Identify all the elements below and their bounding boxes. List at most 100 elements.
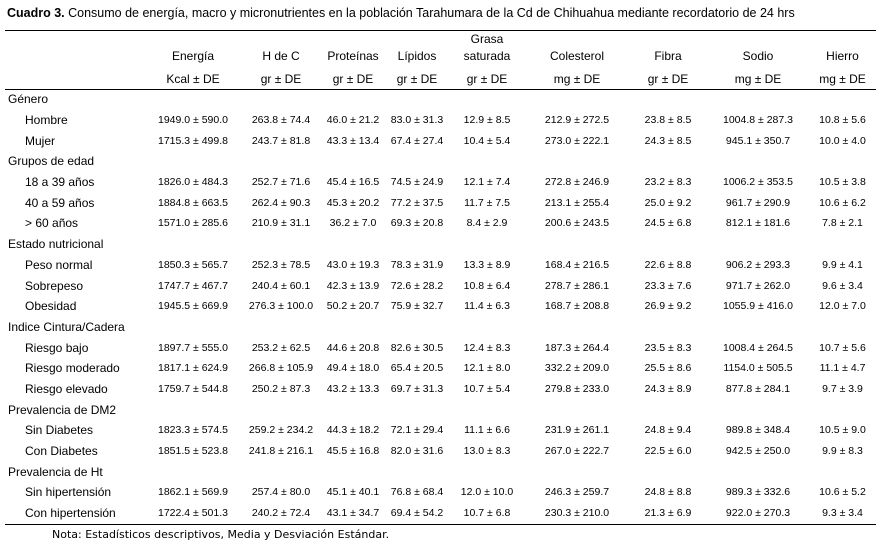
table-cell: 12.0 ± 7.0 bbox=[819, 300, 866, 313]
table-cell: 1747.7 ± 467.7 bbox=[158, 279, 228, 292]
table-cell: 69.3 ± 20.8 bbox=[390, 217, 444, 230]
table-row: 18 a 39 años 1826.0 ± 484.3 252.7 ± 71.6 45… bbox=[5, 172, 876, 193]
row-label: Riesgo moderado bbox=[25, 361, 120, 376]
table-cell: 23.2 ± 8.3 bbox=[644, 176, 692, 189]
table-cell: 273.0 ± 222.1 bbox=[544, 134, 610, 147]
header-col-unit: Kcal ± DE bbox=[166, 72, 220, 86]
table-cell: 46.0 ± 21.2 bbox=[326, 114, 380, 127]
table-cell: 10.6 ± 6.2 bbox=[819, 196, 866, 209]
table-cell: 240.2 ± 72.4 bbox=[251, 507, 311, 520]
table-cell: 252.3 ± 78.5 bbox=[251, 258, 311, 271]
header-col-name: Fibra bbox=[654, 49, 682, 63]
table-cell: 10.8 ± 5.6 bbox=[819, 114, 866, 127]
table-cell: 77.2 ± 37.5 bbox=[390, 196, 444, 209]
table-cell: 210.9 ± 31.1 bbox=[251, 217, 311, 230]
table-cell: 11.7 ± 7.5 bbox=[464, 196, 510, 209]
table-cell: 67.4 ± 27.4 bbox=[390, 134, 444, 147]
table-row: Hombre 1949.0 ± 590.0 263.8 ± 74.4 46.0 ± 2… bbox=[5, 110, 876, 131]
table-cell: 250.2 ± 87.3 bbox=[251, 382, 311, 395]
header-col-unit: gr ± DE bbox=[647, 72, 689, 86]
row-label: Mujer bbox=[25, 133, 56, 148]
table-cell: 9.6 ± 3.4 bbox=[822, 279, 863, 292]
table-caption: Cuadro 3. Consumo de energía, macro y mi… bbox=[7, 6, 795, 20]
header-col-unit: gr ± DE bbox=[396, 72, 438, 86]
table-cell: 1862.1 ± 569.9 bbox=[158, 486, 228, 499]
table-cell: 1884.8 ± 663.5 bbox=[158, 196, 228, 209]
table-cell: 12.0 ± 10.0 bbox=[460, 486, 514, 499]
table-row: Obesidad 1945.5 ± 669.9 276.3 ± 100.0 50.2 … bbox=[5, 296, 876, 317]
table-cell: 10.5 ± 3.8 bbox=[819, 176, 866, 189]
table-cell: 42.3 ± 13.9 bbox=[326, 279, 380, 292]
row-label: Riesgo bajo bbox=[25, 340, 89, 355]
bottom-rule bbox=[5, 524, 876, 525]
table-cell: 1851.5 ± 523.8 bbox=[158, 445, 228, 458]
header-col-name: Proteínas bbox=[327, 49, 379, 63]
header-rule bbox=[5, 89, 876, 90]
table-cell: 262.4 ± 90.3 bbox=[251, 196, 311, 209]
table-cell: 23.8 ± 8.5 bbox=[644, 114, 692, 127]
table-cell: 241.8 ± 216.1 bbox=[248, 445, 314, 458]
table-cell: 22.5 ± 6.0 bbox=[644, 445, 692, 458]
table-cell: 187.3 ± 264.4 bbox=[544, 341, 610, 354]
table-cell: 11.1 ± 4.7 bbox=[819, 362, 866, 375]
table-row: Sin Diabetes 1823.3 ± 574.5 259.2 ± 234.2 4… bbox=[5, 420, 876, 441]
table-cell: 82.6 ± 30.5 bbox=[390, 341, 444, 354]
table-cell: 43.3 ± 13.4 bbox=[326, 134, 380, 147]
table-row: 40 a 59 años 1884.8 ± 663.5 262.4 ± 90.3 45… bbox=[5, 192, 876, 213]
header-col-name: Energía bbox=[171, 49, 215, 63]
table-cell: 12.4 ± 8.3 bbox=[463, 341, 511, 354]
table-cell: 278.7 ± 286.1 bbox=[544, 279, 610, 292]
table-cell: 10.8 ± 6.4 bbox=[463, 279, 511, 292]
row-label: Sobrepeso bbox=[25, 278, 84, 293]
row-label: Obesidad bbox=[25, 299, 77, 314]
table-cell: 43.2 ± 13.3 bbox=[326, 382, 380, 395]
table-cell: 25.0 ± 9.2 bbox=[644, 196, 692, 209]
table-row: Riesgo bajo 1897.7 ± 555.0 253.2 ± 62.5 44.… bbox=[5, 337, 876, 358]
table-cell: 10.6 ± 5.2 bbox=[819, 486, 866, 499]
table-cell: 257.4 ± 80.0 bbox=[251, 486, 311, 499]
table-cell: 240.4 ± 60.1 bbox=[251, 279, 311, 292]
table-row: Riesgo moderado 1817.1 ± 624.9 266.8 ± 105… bbox=[5, 358, 876, 379]
header-col-name: Hierro bbox=[826, 49, 859, 63]
table-cell: 45.5 ± 16.8 bbox=[326, 445, 380, 458]
table-cell: 266.8 ± 105.9 bbox=[248, 362, 314, 375]
table-cell: 267.0 ± 222.7 bbox=[544, 445, 610, 458]
table-cell: 23.3 ± 7.6 bbox=[644, 279, 692, 292]
table-cell: 78.3 ± 31.9 bbox=[390, 258, 444, 271]
table-cell: 10.4 ± 5.4 bbox=[463, 134, 511, 147]
header-col-unit: gr ± DE bbox=[466, 72, 508, 86]
table-cell: 72.6 ± 28.2 bbox=[390, 279, 444, 292]
table-row: > 60 años 1571.0 ± 285.6 210.9 ± 31.1 36.2 … bbox=[5, 213, 876, 234]
table-cell: 13.0 ± 8.3 bbox=[463, 445, 511, 458]
group-heading: Género bbox=[8, 92, 49, 107]
table-cell: 13.3 ± 8.9 bbox=[463, 258, 511, 271]
table-cell: 1850.3 ± 565.7 bbox=[158, 258, 228, 271]
table-cell: 10.7 ± 6.8 bbox=[463, 507, 511, 520]
table-cell: 10.7 ± 5.6 bbox=[819, 341, 866, 354]
table-cell: 25.5 ± 8.6 bbox=[644, 362, 692, 375]
table-cell: 906.2 ± 293.3 bbox=[725, 258, 791, 271]
table-cell: 1759.7 ± 544.8 bbox=[158, 382, 228, 395]
table-cell: 8.4 ± 2.9 bbox=[466, 217, 508, 230]
table-cell: 24.5 ± 6.8 bbox=[644, 217, 692, 230]
row-label: Sin hipertensión bbox=[25, 485, 112, 500]
table-row: Con hipertensión 1722.4 ± 501.3 240.2 ± 72… bbox=[5, 503, 876, 524]
table-row: Sin hipertensión 1862.1 ± 569.9 257.4 ± 80… bbox=[5, 482, 876, 503]
group-heading: Indice Cintura/Cadera bbox=[8, 319, 125, 334]
table-cell: 10.7 ± 5.4 bbox=[463, 382, 511, 395]
table-cell: 1715.3 ± 499.8 bbox=[158, 134, 228, 147]
table-cell: 10.0 ± 4.0 bbox=[819, 134, 866, 147]
table-cell: 961.7 ± 290.9 bbox=[725, 196, 791, 209]
table-cell: 44.3 ± 18.2 bbox=[326, 424, 380, 437]
table-cell: 9.7 ± 3.9 bbox=[822, 382, 863, 395]
table-cell: 24.8 ± 8.8 bbox=[644, 486, 692, 499]
table-cell: 12.9 ± 8.5 bbox=[463, 114, 511, 127]
table-cell: 72.1 ± 29.4 bbox=[390, 424, 444, 437]
table-cell: 200.6 ± 243.5 bbox=[544, 217, 610, 230]
table-cell: 76.8 ± 68.4 bbox=[390, 486, 444, 499]
table-cell: 989.8 ± 348.4 bbox=[725, 424, 791, 437]
table-cell: 989.3 ± 332.6 bbox=[725, 486, 791, 499]
table-cell: 1945.5 ± 669.9 bbox=[158, 300, 228, 313]
table-cell: 11.4 ± 6.3 bbox=[464, 300, 510, 313]
nutrient-table: Grasa Energía H de C Proteínas Lípidos s… bbox=[5, 30, 876, 523]
